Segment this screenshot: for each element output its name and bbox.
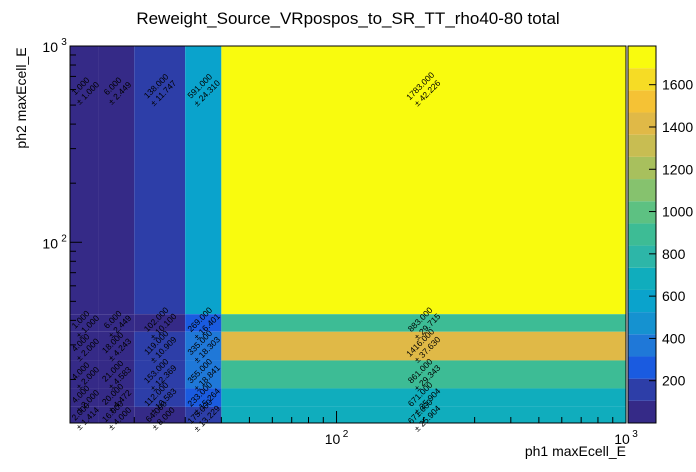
colorbar-segment [628,378,656,401]
heatmap-cell [185,314,222,332]
heatmap-cell [98,360,135,389]
colorbar-tick-label: 400 [662,330,686,346]
y-axis-label: ph2 maxEcell_E [13,47,29,148]
y-tick-exponent: 2 [61,233,67,244]
heatmap-cell [221,406,627,423]
colorbar-segment [628,356,656,379]
heatmap-cell [134,406,186,423]
heatmap-cell [98,331,135,361]
colorbar-segment [628,267,656,290]
y-tick-label: 10 [42,39,58,55]
heatmap-cell [70,46,99,315]
x-tick-exponent: 3 [632,429,638,440]
colorbar-tick-label: 1000 [662,204,693,220]
chart-title: Reweight_Source_VRpospos_to_SR_TT_rho40-… [136,9,559,28]
heatmap-cell [70,331,99,361]
colorbar-segment [628,156,656,180]
heatmap-cell [221,46,627,315]
x-axis: 10 2 10 3 [133,411,638,447]
heatmap-cell [134,331,186,361]
heatmap-cell [134,360,186,389]
heatmap-cell [185,388,222,407]
colorbar-tick-label: 800 [662,246,686,262]
x-tick-label: 10 [325,431,341,447]
heatmap-cell [221,314,627,332]
colorbar-tick-label: 200 [662,373,686,389]
y-tick-label: 10 [42,235,58,251]
color-scale-bar: 200 400 600 800 1000 1200 1400 1600 [627,45,693,424]
y-tick-exponent: 3 [61,37,67,48]
colorbar-segment [628,201,656,224]
heatmap-cell [221,388,627,407]
heatmap-cell [185,331,222,361]
colorbar-segment [628,289,656,313]
colorbar-segment [628,90,656,113]
heatmap-cell [185,406,222,423]
colorbar-tick-label: 1400 [662,119,693,135]
heatmap-cell [134,46,186,315]
colorbar-segment [628,179,656,202]
heatmap-cell [185,360,222,389]
colorbar-segment [628,334,656,357]
x-tick-label: 10 [614,431,630,447]
colorbar-tick-label: 600 [662,288,686,304]
heatmap-cell [70,314,99,332]
colorbar-segment [628,68,656,91]
colorbar-segment [628,400,656,423]
heatmap-cell [221,331,627,361]
colorbar-segment [628,134,656,157]
colorbar-frame [627,45,657,424]
heatmap-cell [134,314,186,332]
heatmap-cell [98,406,135,423]
colorbar-tick-label: 1600 [662,77,693,93]
heatmap-cell [98,46,135,315]
colorbar-segment [628,223,656,246]
colorbar-segment [628,46,656,69]
heatmap-cell [70,360,99,389]
plot-frame [69,45,627,424]
heatmap-cell [70,388,99,407]
colorbar-segment [628,245,656,268]
x-axis-label: ph1 maxEcell_E [525,443,626,459]
heatmap-cell [185,46,222,315]
x-tick-exponent: 2 [343,429,349,440]
colorbar-tick-label: 1200 [662,161,693,177]
heatmap-cell [221,360,627,389]
colorbar-segment [628,312,656,335]
heatmap-cell [98,388,135,407]
heatmap-cell [70,406,99,423]
heatmap-cell [134,388,186,407]
heatmap-cell [98,314,135,332]
heatmap-cells [70,46,627,423]
colorbar-segment [628,112,656,135]
